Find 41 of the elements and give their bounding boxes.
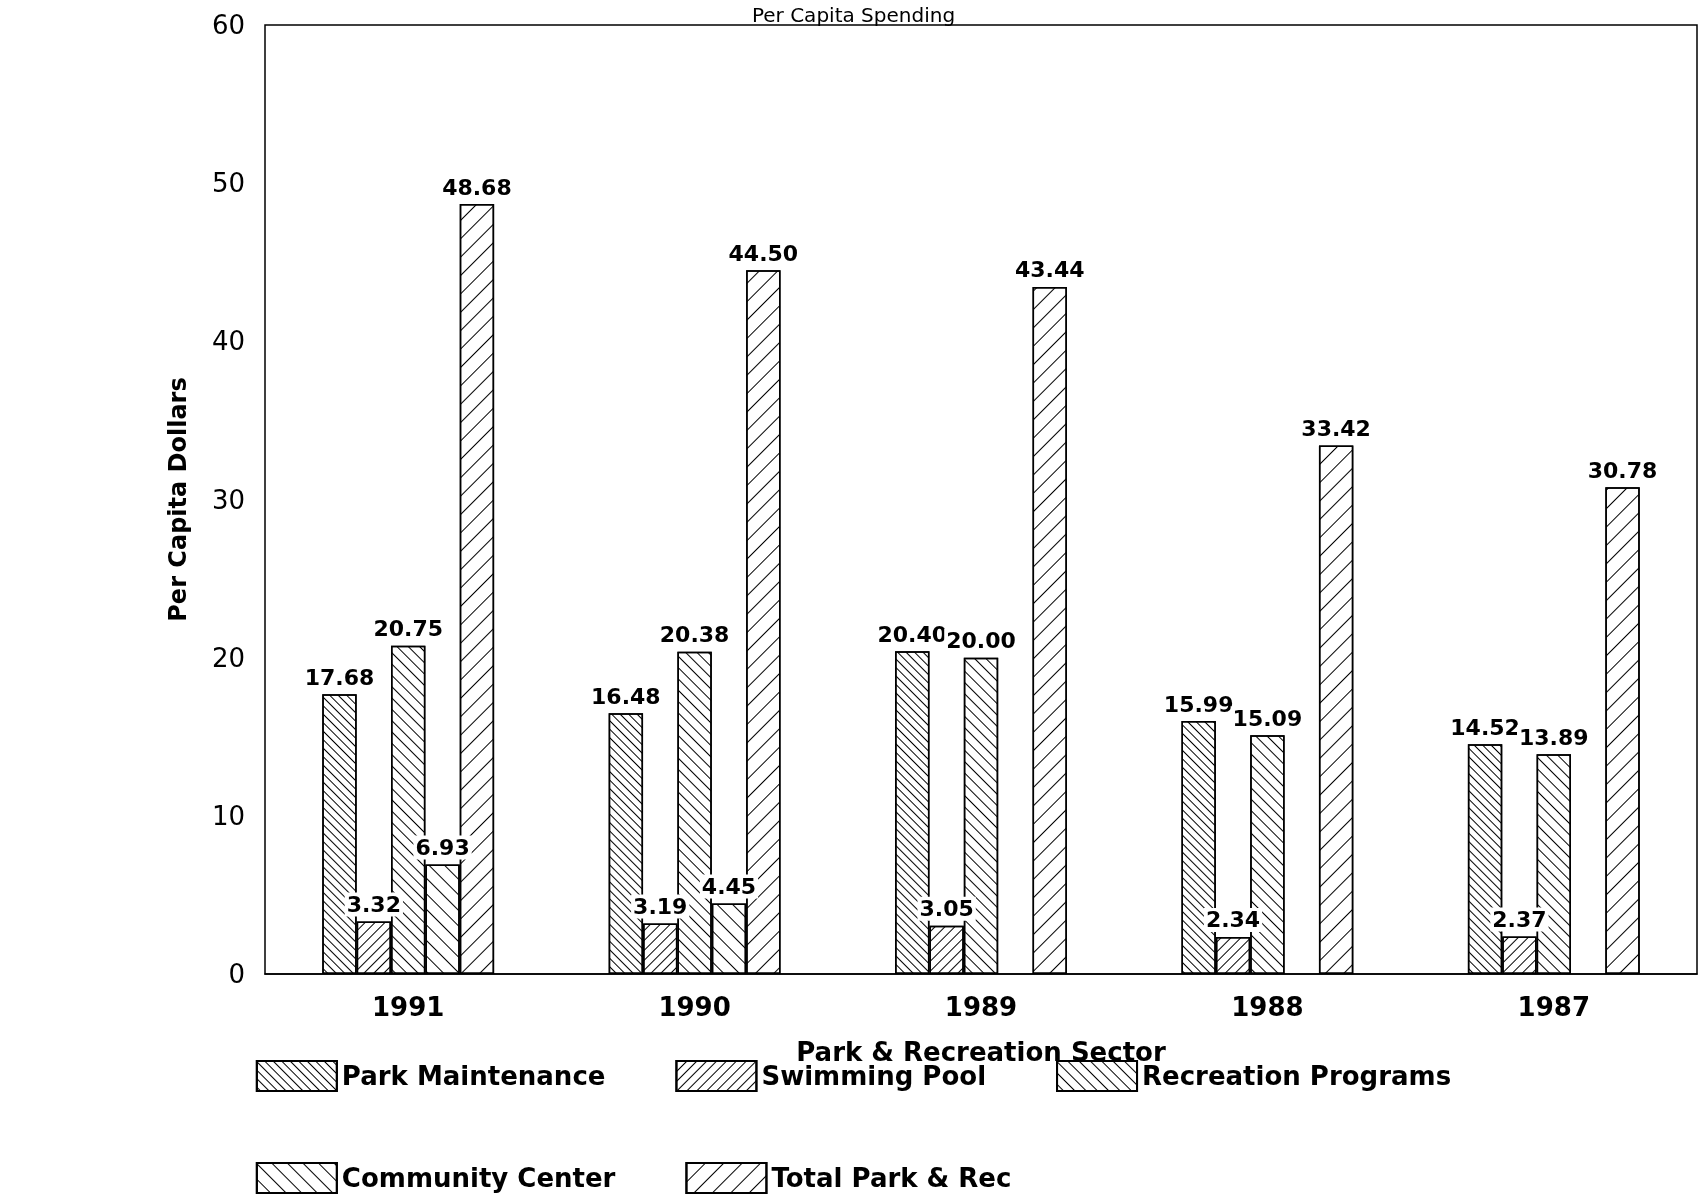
chart-title: Per Capita Spending (751, 3, 956, 27)
data-label: 13.89 (1519, 724, 1589, 750)
data-label: 44.50 (728, 240, 799, 266)
legend-label: Total Park & Rec (771, 1163, 1012, 1193)
legend-label: Swimming Pool (761, 1061, 987, 1091)
data-label: 17.68 (304, 664, 375, 690)
data-label: 2.37 (1492, 907, 1547, 933)
y-tick-label: 10 (211, 800, 245, 831)
data-label: 4.45 (701, 874, 757, 900)
y-tick-label: 20 (211, 642, 245, 673)
legend-label: Park Maintenance (341, 1061, 606, 1091)
data-label: 20.00 (946, 628, 1016, 654)
data-label: 30.78 (1587, 457, 1658, 483)
data-label: 20.75 (373, 616, 443, 642)
data-label: 33.42 (1301, 415, 1371, 441)
legend-label: Recreation Programs (1142, 1061, 1452, 1091)
x-tick-label: 1990 (658, 992, 731, 1022)
y-tick-label: 60 (211, 10, 245, 40)
data-label: 3.32 (346, 891, 401, 917)
data-label: 2.34 (1205, 907, 1261, 933)
x-tick-label: 1989 (944, 992, 1018, 1022)
y-tick-label: 40 (211, 326, 245, 357)
data-label: 3.19 (633, 894, 688, 920)
x-tick-label: 1987 (1517, 992, 1590, 1022)
data-label: 20.38 (659, 622, 730, 648)
y-tick-label: 50 (211, 168, 245, 199)
x-tick-label: 1991 (372, 992, 445, 1022)
y-axis-title: Per Capita Dollars (164, 377, 192, 622)
data-label: 20.40 (877, 621, 948, 647)
legend-label: Community Center (341, 1163, 616, 1193)
x-tick-label: 1988 (1231, 992, 1304, 1022)
data-label: 6.93 (415, 834, 470, 860)
data-label: 15.99 (1163, 691, 1234, 717)
data-label: 3.05 (919, 896, 974, 922)
data-label: 14.52 (1450, 714, 1520, 740)
y-tick-label: 0 (228, 959, 245, 989)
data-label: 15.09 (1232, 705, 1303, 731)
data-label: 16.48 (591, 683, 661, 709)
data-label: 48.68 (442, 174, 512, 200)
data-label: 43.44 (1014, 257, 1085, 283)
y-tick-label: 30 (211, 484, 245, 515)
